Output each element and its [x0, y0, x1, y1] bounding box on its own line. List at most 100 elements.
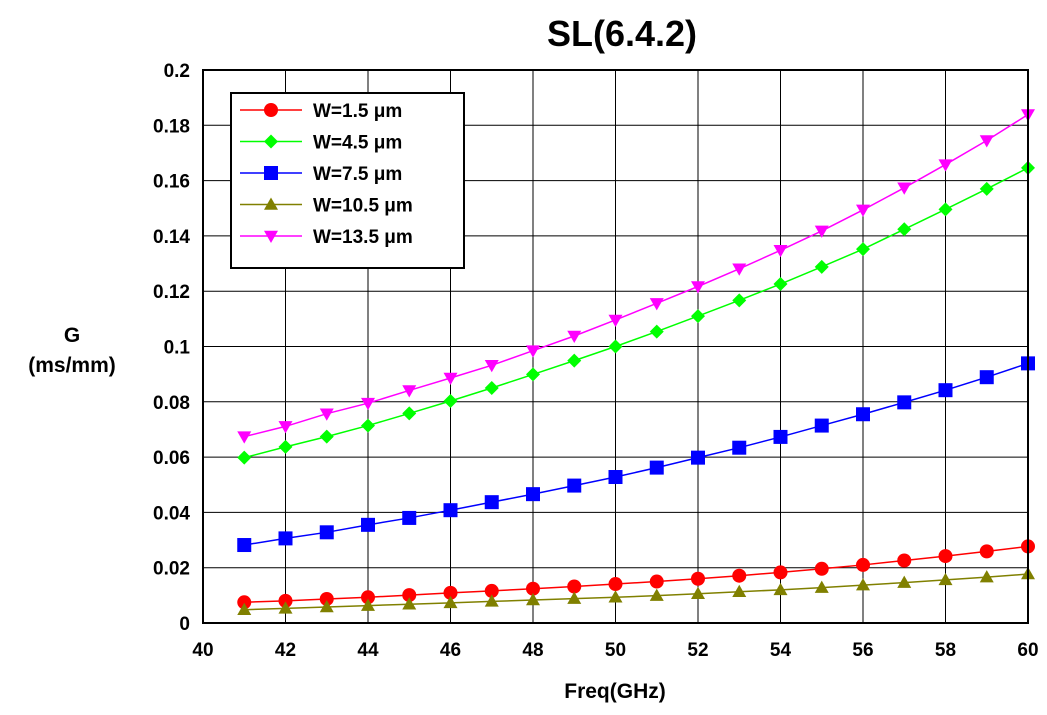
legend-item: W=10.5 μm [240, 196, 413, 217]
series-group [237, 109, 1035, 615]
data-point [938, 202, 953, 217]
series-line [244, 167, 1029, 459]
series-line [244, 113, 1029, 438]
y-tick-label: 0.02 [153, 559, 190, 580]
data-point [897, 222, 912, 237]
data-point [484, 583, 499, 598]
legend-label: W=10.5 μm [313, 196, 413, 217]
data-point [732, 263, 747, 276]
data-point [361, 397, 375, 411]
x-tick-label: 42 [275, 640, 296, 661]
y-tick-label: 0.08 [153, 393, 190, 414]
data-point [897, 182, 912, 195]
data-point [649, 324, 664, 339]
data-point [897, 553, 912, 568]
data-point [732, 440, 747, 455]
y-tick-label: 0.12 [153, 282, 190, 303]
data-point [278, 593, 293, 608]
data-point [608, 590, 623, 603]
y-tick-label: 0.14 [153, 227, 190, 248]
data-point [979, 181, 994, 196]
data-point [649, 588, 664, 601]
data-point [773, 429, 788, 444]
data-point [526, 593, 540, 606]
y-tick-label: 0.18 [153, 116, 190, 137]
data-point [278, 601, 293, 614]
data-point [979, 570, 994, 583]
legend-marker [264, 197, 278, 210]
data-point [608, 577, 623, 592]
data-point [938, 572, 953, 586]
y-tick-label: 0.16 [153, 172, 190, 193]
x-tick-label: 40 [192, 640, 213, 661]
y-tick-label: 0.1 [164, 338, 191, 359]
x-tick-label: 46 [440, 640, 461, 661]
y-tick-label: 0.04 [153, 503, 190, 524]
legend-label: W=4.5 μm [313, 133, 402, 154]
legend-item: W=13.5 μm [240, 227, 413, 248]
data-point [979, 135, 994, 148]
series-4 [237, 567, 1035, 615]
data-point [649, 460, 664, 475]
data-point [938, 549, 953, 564]
x-axis-label: Freq(GHz) [564, 680, 666, 703]
data-point [567, 591, 582, 604]
data-point [361, 598, 375, 611]
data-point [567, 478, 582, 493]
data-point [567, 579, 582, 594]
data-point [402, 597, 417, 610]
data-point [361, 517, 375, 532]
data-point [691, 571, 705, 586]
data-point [691, 281, 705, 294]
data-point [361, 418, 375, 433]
data-point [319, 525, 334, 540]
series-1 [237, 539, 1035, 610]
data-point [526, 367, 540, 382]
legend-label: W=13.5 μm [313, 227, 413, 248]
legend-label: W=1.5 μm [313, 101, 402, 122]
data-point [649, 298, 664, 311]
y-tick-label: 0.06 [153, 448, 190, 469]
data-point [402, 385, 417, 398]
data-point [237, 431, 252, 444]
data-point [237, 538, 252, 553]
data-point [814, 561, 829, 576]
x-tick-label: 48 [522, 640, 543, 661]
data-point [484, 495, 499, 510]
data-point [938, 159, 953, 172]
data-point [897, 395, 912, 410]
x-axis-ticks: 40 42 44 46 48 50 52 54 56 58 60 [192, 640, 1038, 661]
data-point [814, 580, 829, 593]
series-2 [237, 160, 1035, 465]
y-axis-label-line2: (ms/mm) [28, 354, 116, 377]
data-point [773, 565, 788, 580]
data-point [278, 421, 293, 434]
data-point [856, 242, 870, 257]
data-point [278, 439, 293, 454]
data-point [691, 450, 705, 465]
plot-frame [202, 69, 1029, 624]
data-point [567, 330, 582, 343]
data-point [979, 370, 994, 385]
series-line [244, 573, 1029, 611]
data-point [691, 309, 705, 324]
y-tick-label: 0 [179, 614, 190, 635]
data-point [732, 293, 747, 308]
data-point [814, 225, 829, 238]
data-point [402, 588, 417, 603]
data-point [237, 595, 252, 610]
data-point [773, 245, 788, 258]
data-point [402, 510, 417, 525]
data-point [443, 393, 458, 408]
data-point [814, 259, 829, 274]
y-axis-ticks: 0 0.02 0.04 0.06 0.08 0.1 0.12 0.14 0.16 0.18 0.2 [153, 61, 190, 635]
x-tick-label: 56 [852, 640, 873, 661]
data-point [319, 429, 334, 444]
data-point [526, 487, 540, 502]
data-point [856, 407, 870, 422]
legend-item: W=7.5 μm [240, 164, 402, 185]
data-point [649, 574, 664, 589]
data-point [567, 353, 582, 368]
data-point [773, 582, 788, 596]
data-point [402, 406, 417, 421]
